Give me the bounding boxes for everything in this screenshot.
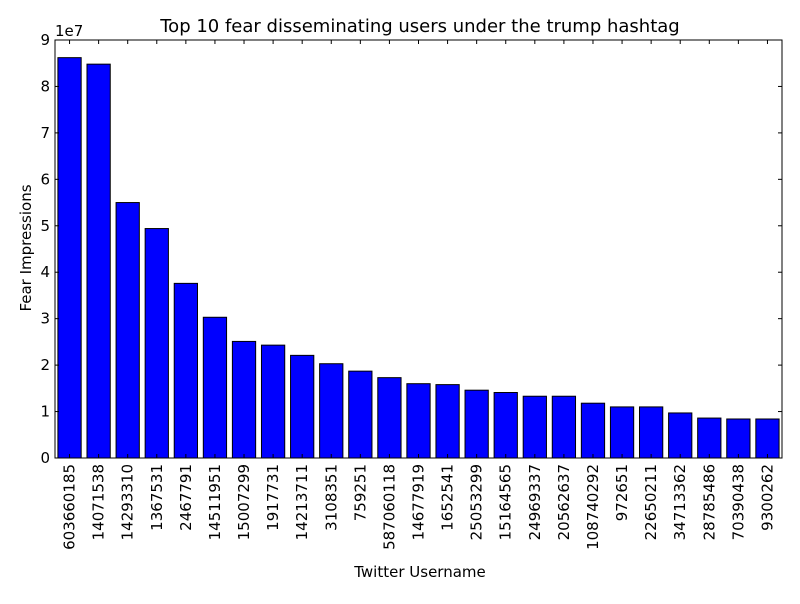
x-tick-label: 1652541 [439,464,457,531]
x-tick-label: 22650211 [642,464,660,540]
bar-15007299 [231,340,257,459]
bar-24969337 [522,395,547,459]
bar-3108351 [319,363,344,459]
x-tick-label: 14677919 [410,464,428,540]
x-axis-label: Twitter Username [353,563,486,581]
y-scale-label: 1e7 [55,22,83,40]
x-tick-label: 587060118 [380,464,398,550]
x-tick-label: 15164565 [497,464,515,540]
y-axis-label: Fear Impressions [17,184,35,311]
bar-14213711 [290,354,315,459]
x-tick-label: 603660185 [61,464,79,550]
bar-1917731 [260,344,286,459]
x-tick-label: 108740292 [584,464,602,550]
x-tick-label: 24969337 [526,464,544,540]
bar-603660185 [57,57,82,459]
y-tick-label: 9 [40,31,50,49]
y-tick-label: 1 [40,403,50,421]
x-tick-label: 14293310 [119,464,137,540]
x-tick-label: 972651 [613,464,631,521]
x-tick-label: 1917731 [264,464,282,531]
bar-14071538 [86,63,111,459]
bar-34713362 [668,412,693,459]
x-tick-label: 1367531 [148,464,166,531]
x-tick-label: 34713362 [671,464,689,540]
bar-22650211 [639,406,664,459]
y-tick-label: 2 [40,356,50,374]
bar-20562637 [551,395,577,459]
bar-9300262 [755,418,780,459]
bar-70390438 [726,418,751,459]
bar-15164565 [493,392,518,459]
bar-28785486 [697,417,722,459]
bars-group [57,57,780,459]
bar-108740292 [580,402,606,459]
bar-14293310 [115,202,140,459]
x-tick-label: 2467791 [177,464,195,531]
y-tick-label: 3 [40,310,50,328]
y-tick-label: 7 [40,124,50,142]
x-tick-label: 14071538 [90,464,108,540]
x-tick-label: 759251 [351,464,369,521]
y-tick-label: 6 [40,170,50,188]
chart-title: Top 10 fear disseminating users under th… [159,16,679,37]
y-tick-label: 0 [40,449,50,467]
bar-14677919 [406,383,431,459]
plot-frame [54,39,783,459]
x-tick-label: 25053299 [468,464,486,540]
bar-759251 [348,370,373,459]
x-tick-label: 20562637 [555,464,573,540]
bar-1652541 [435,384,460,459]
bar-14511951 [202,316,228,459]
x-tick-label: 15007299 [235,464,253,540]
x-tick-label: 28785486 [700,464,718,540]
y-tick-label: 8 [40,77,50,95]
bar-2467791 [173,282,198,459]
bar-25053299 [464,389,489,459]
y-tick-label: 4 [40,263,50,281]
bar-587060118 [377,377,402,459]
x-tick-label: 14213711 [293,464,311,540]
bar-972651 [609,406,635,459]
bar-1367531 [144,228,169,459]
x-tick-label: 9300262 [758,464,776,531]
x-tick-label: 70390438 [729,464,747,540]
x-tick-label: 3108351 [322,464,340,531]
y-tick-label: 5 [40,217,50,235]
x-ticks-group: 603660185 14071538 14293310 1367531 2467791 1… [61,40,776,550]
x-tick-label: 14511951 [206,464,224,540]
